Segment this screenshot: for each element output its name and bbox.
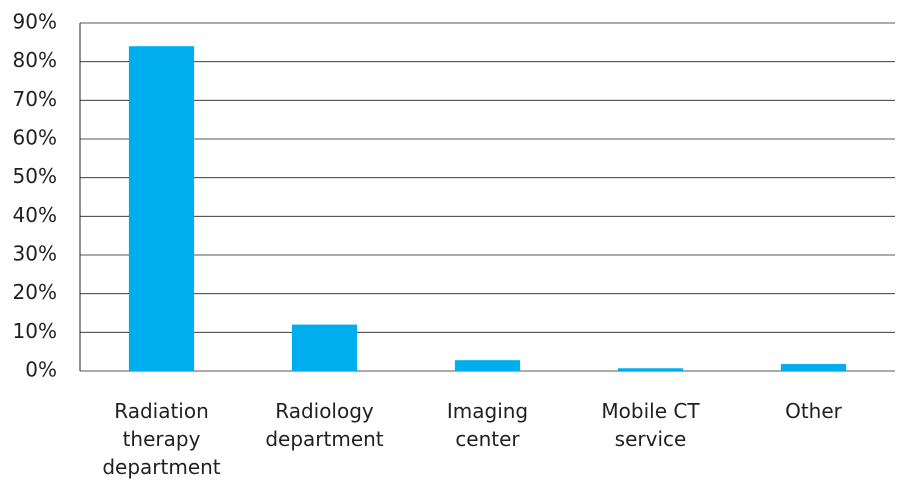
y-tick-label: 10% <box>13 319 57 343</box>
y-tick-label: 70% <box>13 87 57 111</box>
x-tick-label: Mobile CT service <box>601 399 700 451</box>
y-tick-label: 30% <box>13 242 57 266</box>
x-tick-label: Radiology department <box>265 399 383 451</box>
y-tick-label: 20% <box>13 280 57 304</box>
y-tick-label: 0% <box>25 358 57 382</box>
y-tick-label: 80% <box>13 48 57 72</box>
bar <box>454 360 521 371</box>
y-tick-label: 90% <box>13 10 57 34</box>
bar <box>780 364 847 371</box>
bar <box>617 368 684 371</box>
bar <box>128 46 195 371</box>
x-tick-label: Other <box>785 399 843 423</box>
x-tick-label: Imaging center <box>447 399 528 451</box>
x-tick-label: Radiation therapy department <box>102 399 220 479</box>
y-tick-label: 40% <box>13 203 57 227</box>
y-tick-label: 60% <box>13 126 57 150</box>
y-tick-label: 50% <box>13 164 57 188</box>
bar <box>291 324 358 371</box>
